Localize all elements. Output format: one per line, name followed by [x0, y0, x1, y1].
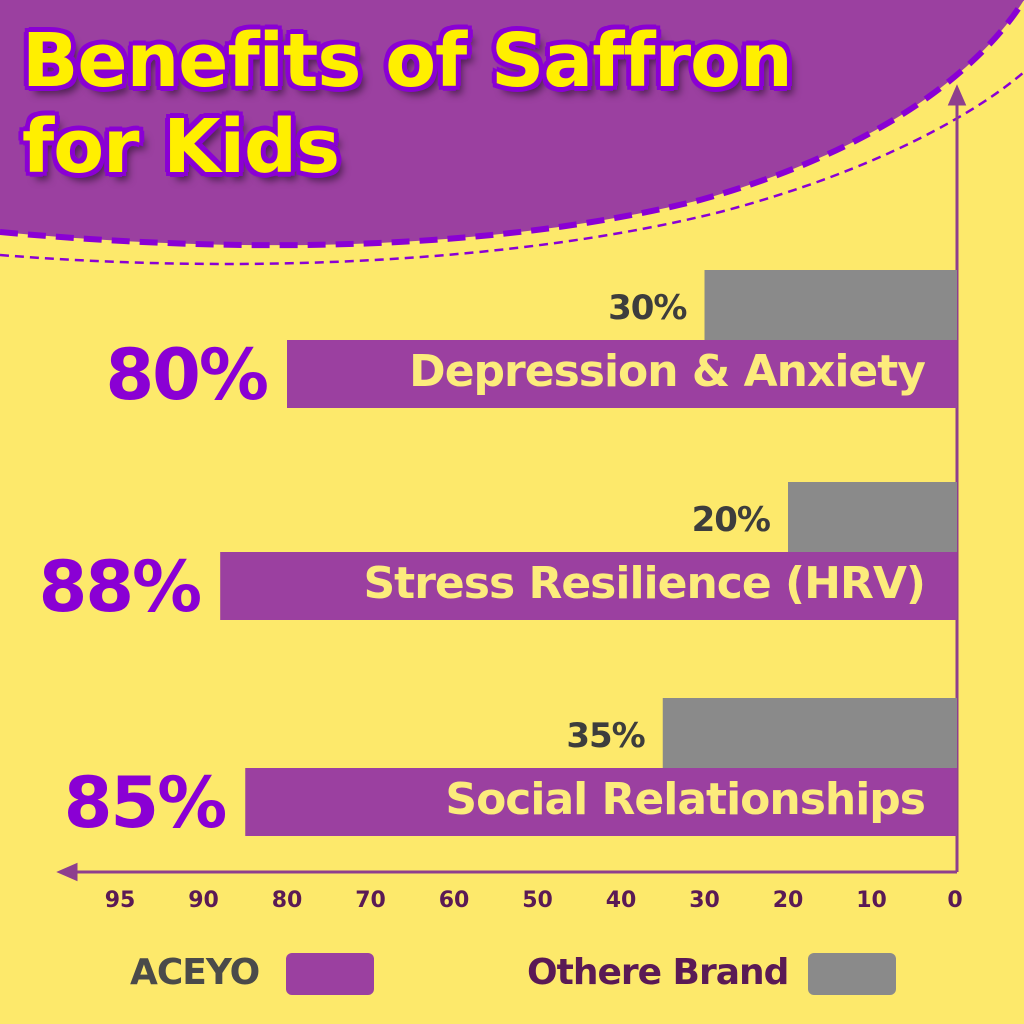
legend-label-other-brand: Othere Brand [527, 952, 789, 993]
x-tick-label: 30 [689, 888, 720, 913]
data-label-other-brand: 20% [691, 500, 771, 540]
x-tick-label: 0 [947, 888, 963, 913]
category-label: Stress Resilience (HRV) [363, 558, 926, 609]
data-label-aceyo: 80% [105, 334, 269, 416]
data-label-aceyo: 85% [63, 762, 228, 844]
x-tick-label: 70 [355, 888, 386, 913]
x-tick-label: 95 [104, 888, 136, 913]
bar-aceyo [287, 340, 957, 408]
data-label-other-brand: 30% [608, 288, 687, 328]
bar-other-brand [788, 482, 957, 552]
bar-other-brand [662, 698, 957, 768]
bar-aceyo [245, 768, 957, 836]
x-tick-label: 60 [438, 888, 470, 913]
chart-title: Benefits of Saffron for Kids [22, 18, 793, 190]
bar-other-brand [704, 270, 957, 340]
data-label-aceyo: 88% [38, 546, 203, 628]
x-tick-label: 40 [605, 888, 637, 913]
x-tick-label: 50 [522, 888, 553, 913]
category-label: Depression & Anxiety [409, 346, 926, 397]
x-tick-label: 80 [271, 888, 303, 913]
x-tick-label: 20 [772, 888, 804, 913]
header-band [0, 0, 1024, 246]
bar-aceyo [220, 552, 957, 620]
legend-swatch-aceyo [286, 953, 374, 995]
category-label: Social Relationships [445, 774, 926, 825]
legend-swatch-other-brand [808, 953, 896, 995]
x-tick-label: 90 [188, 888, 219, 913]
legend-label-aceyo: ACEYO [130, 952, 260, 993]
data-label-other-brand: 35% [566, 716, 645, 756]
x-tick-label: 10 [856, 888, 887, 913]
